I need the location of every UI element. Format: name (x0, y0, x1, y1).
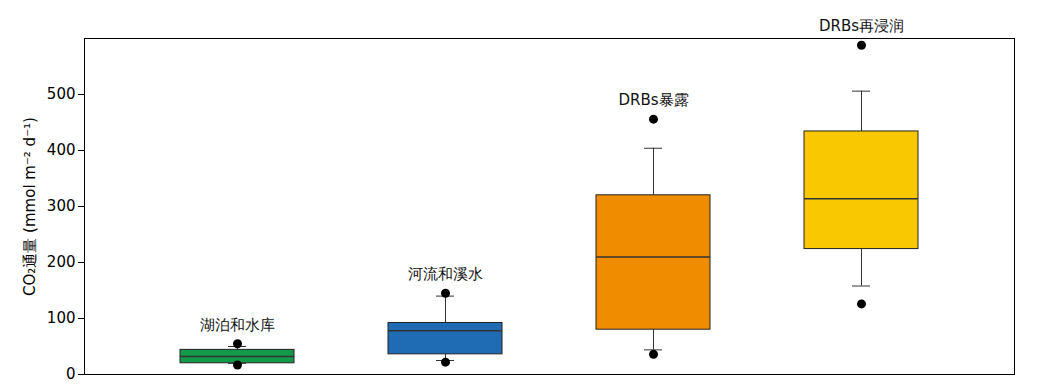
svg-text:100: 100 (47, 309, 76, 327)
svg-text:DRBs暴露: DRBs暴露 (618, 91, 688, 109)
svg-text:0: 0 (66, 365, 76, 383)
svg-text:湖泊和水库: 湖泊和水库 (200, 316, 275, 334)
svg-text:DRBs再浸润: DRBs再浸润 (819, 17, 904, 35)
svg-text:300: 300 (47, 197, 76, 215)
svg-text:CO₂通量 (mmol m⁻² d⁻¹): CO₂通量 (mmol m⁻² d⁻¹) (21, 117, 39, 296)
svg-text:500: 500 (47, 85, 76, 103)
svg-text:200: 200 (47, 253, 76, 271)
svg-text:400: 400 (47, 141, 76, 159)
svg-text:河流和溪水: 河流和溪水 (408, 265, 483, 283)
